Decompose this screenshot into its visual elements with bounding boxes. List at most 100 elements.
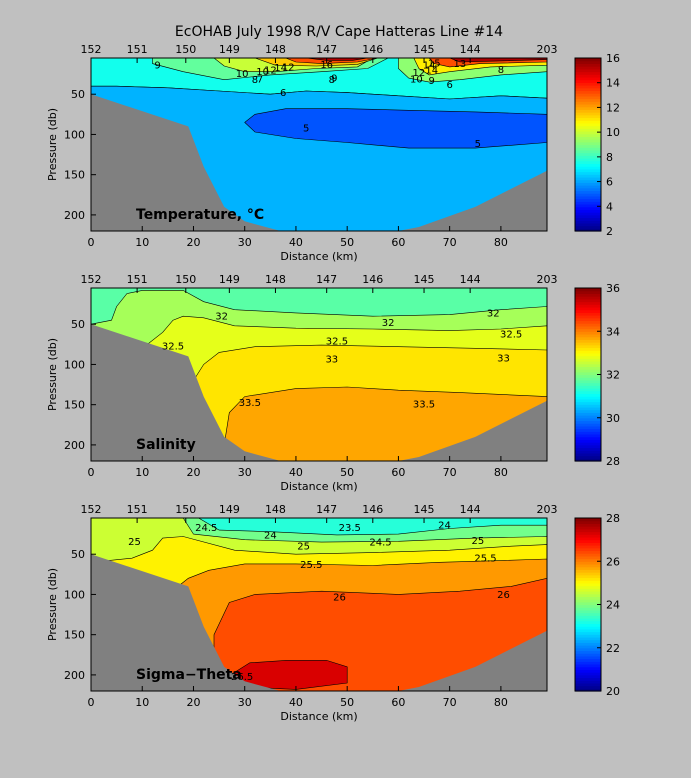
contour-label: 32.5: [500, 329, 522, 340]
contour-label: 24.5: [195, 523, 217, 534]
colorbar-swatch: [575, 187, 601, 192]
colorbar-swatch: [575, 550, 601, 554]
colorbar-tick-label: 30: [606, 412, 620, 425]
colorbar-swatch: [575, 580, 601, 584]
colorbar-swatch: [575, 655, 601, 660]
colorbar-swatch: [575, 563, 601, 568]
x-tick-label: 50: [340, 696, 354, 709]
contour-label: 33.5: [239, 398, 261, 409]
colorbar-swatch: [575, 325, 601, 330]
x-tick-label: 60: [391, 466, 405, 479]
colorbar-swatch: [575, 382, 601, 386]
colorbar-swatch: [575, 677, 601, 681]
y-tick-label: 150: [64, 169, 85, 182]
y-tick-label: 200: [64, 669, 85, 682]
contour-label: 10: [256, 67, 269, 78]
colorbar-swatch: [575, 634, 601, 638]
x-tick-label: 10: [135, 466, 149, 479]
colorbar-swatch: [575, 214, 601, 219]
contour-label: 5: [475, 139, 481, 150]
colorbar-tick-label: 6: [606, 176, 613, 189]
colorbar-swatch: [575, 371, 601, 376]
colorbar-swatch: [575, 396, 601, 400]
panel-label: Sigma−Theta: [136, 667, 242, 683]
station-label: 151: [127, 43, 148, 56]
y-tick-label: 200: [64, 439, 85, 452]
x-tick-label: 40: [289, 696, 303, 709]
colorbar-swatch: [575, 669, 601, 673]
colorbar-swatch: [575, 398, 601, 403]
contour-region: [449, 58, 547, 63]
colorbar-swatch: [575, 636, 601, 641]
colorbar-swatch: [575, 601, 601, 606]
station-label: 146: [362, 43, 383, 56]
colorbar-swatch: [575, 526, 601, 530]
station-label: 144: [460, 503, 481, 516]
y-tick-label: 100: [64, 358, 85, 371]
seafloor-bathymetry: [91, 554, 547, 691]
x-tick-label: 0: [88, 466, 95, 479]
colorbar-swatch: [575, 415, 601, 419]
contour-label: 25.5: [474, 554, 496, 565]
colorbar-swatch: [575, 647, 601, 652]
colorbar-swatch: [575, 315, 601, 319]
seafloor-bathymetry: [91, 94, 547, 231]
y-tick-label: 150: [64, 399, 85, 412]
colorbar-swatch: [575, 661, 601, 665]
x-tick-label: 70: [443, 466, 457, 479]
contour-label: 9: [154, 61, 160, 72]
colorbar-swatch: [575, 304, 601, 308]
y-tick-label: 200: [64, 209, 85, 222]
colorbar-swatch: [575, 682, 601, 687]
colorbar-swatch: [575, 79, 601, 83]
contour-region: [306, 58, 368, 61]
colorbar-swatch: [575, 109, 601, 113]
contour-label: 5: [303, 124, 309, 135]
colorbar-swatch: [575, 431, 601, 435]
contour-label: 26.5: [231, 672, 253, 683]
y-tick-label: 100: [64, 128, 85, 141]
axes-frame: [90, 57, 548, 232]
y-tick-label: 150: [64, 629, 85, 642]
colorbar-swatch: [575, 618, 601, 622]
colorbar-swatch: [575, 558, 601, 562]
colorbar-swatch: [575, 63, 601, 67]
contour-label: 32.5: [326, 337, 348, 348]
contour-label: 26: [497, 590, 510, 601]
colorbar-tick-label: 26: [606, 555, 620, 568]
y-axis-label: Pressure (db): [46, 108, 59, 181]
colorbar-swatch: [575, 536, 601, 541]
colorbar-swatch: [575, 688, 601, 692]
colorbar-swatch: [575, 176, 601, 181]
colorbar-swatch: [575, 612, 601, 616]
colorbar-swatch: [575, 590, 601, 595]
contour-label: 25: [128, 537, 141, 548]
colorbar-swatch: [575, 374, 601, 378]
colorbar-swatch: [575, 423, 601, 427]
colorbar-swatch: [575, 130, 601, 135]
colorbar-swatch: [575, 71, 601, 75]
colorbar-swatch: [575, 674, 601, 679]
colorbar-swatch: [575, 369, 601, 373]
colorbar-swatch: [575, 518, 601, 522]
contour-label: 25: [297, 542, 310, 553]
y-tick-label: 50: [71, 318, 85, 331]
station-label: 148: [265, 273, 286, 286]
colorbar-swatch: [575, 93, 601, 97]
colorbar-swatch: [575, 685, 601, 689]
colorbar-tick-label: 34: [606, 325, 620, 338]
colorbar-swatch: [575, 379, 601, 384]
contour-label: 8: [498, 65, 504, 76]
colorbar-swatch: [575, 417, 601, 422]
contour-label: 14: [423, 61, 436, 72]
colorbar-swatch: [575, 539, 601, 543]
colorbar-swatch: [575, 555, 601, 560]
contour-label: 32: [487, 308, 500, 319]
colorbar-swatch: [575, 306, 601, 311]
colorbar-swatch: [575, 680, 601, 684]
colorbar-swatch: [575, 163, 601, 167]
colorbar-tick-label: 8: [606, 151, 613, 164]
colorbar-frame: [574, 57, 602, 232]
contour-label: 8: [252, 75, 258, 86]
